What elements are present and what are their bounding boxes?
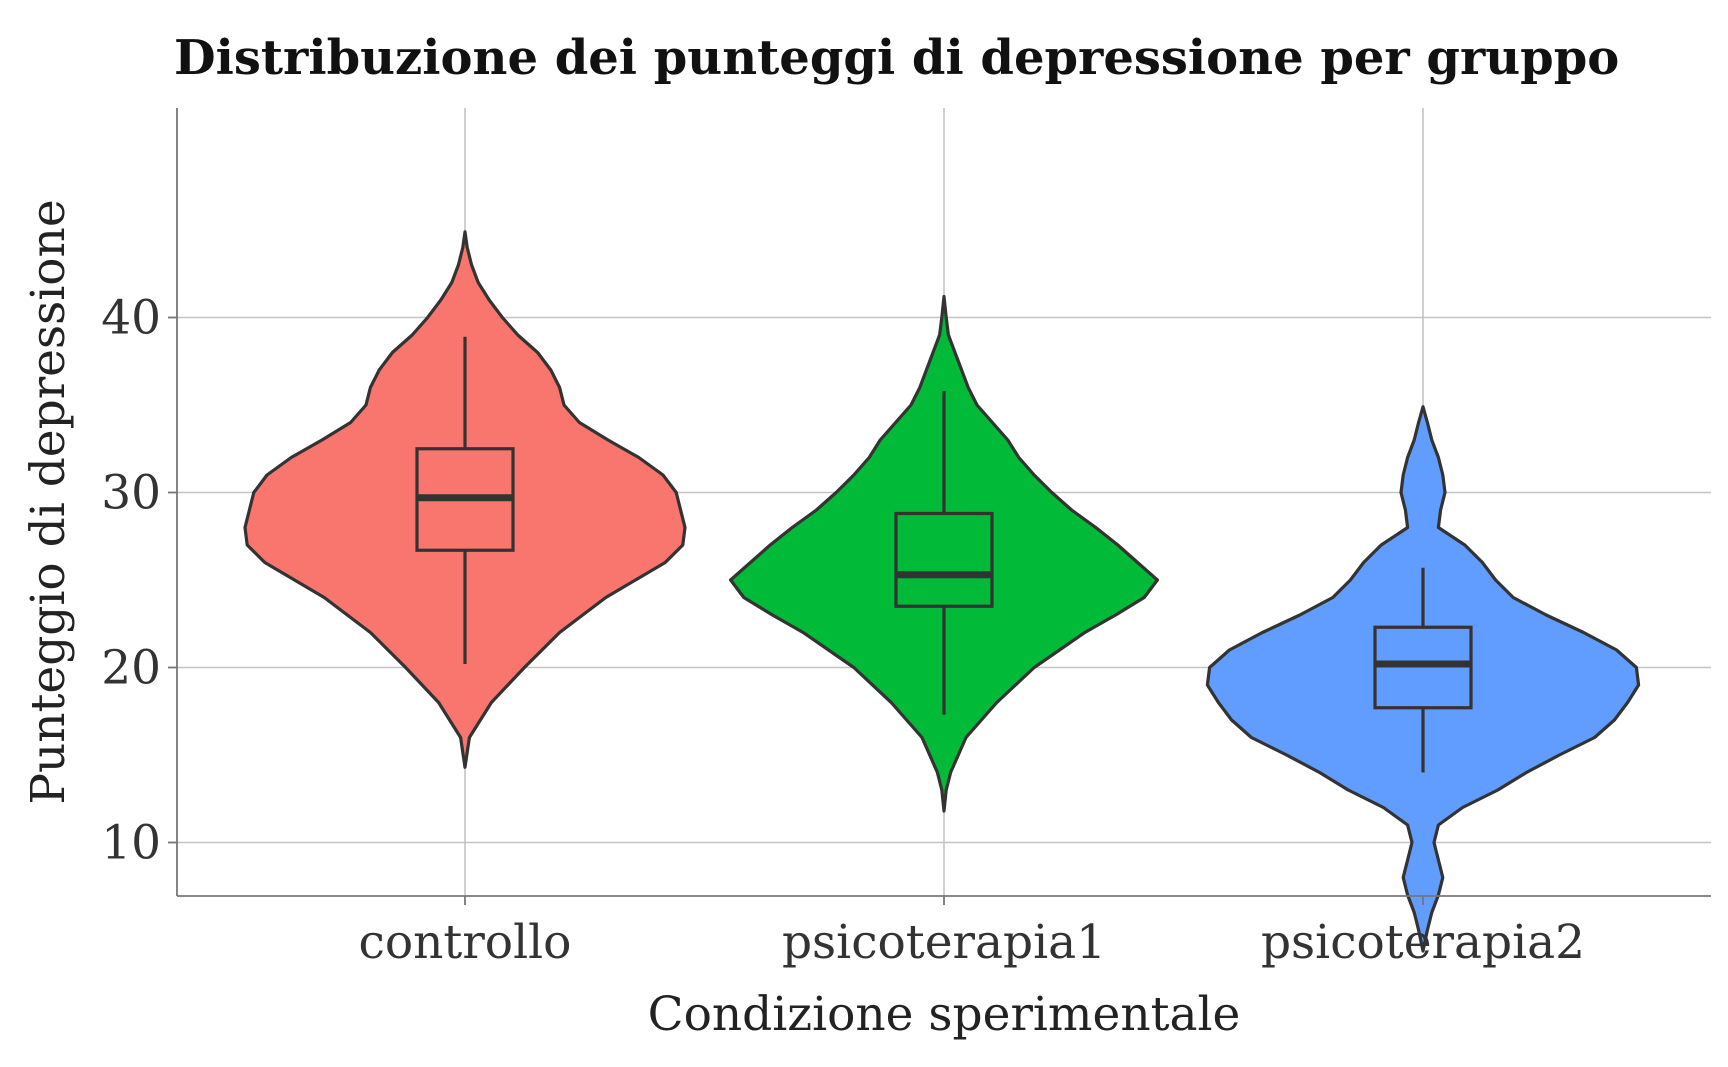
x-tick-label-psicoterapia1: psicoterapia1 xyxy=(782,915,1106,970)
y-axis-title: Punteggio di depressione xyxy=(21,199,76,804)
chart-title: Distribuzione dei punteggi di depression… xyxy=(174,30,1619,86)
boxplots xyxy=(415,336,1473,773)
y-tick-label: 10 xyxy=(101,816,161,871)
iqr-box xyxy=(894,511,994,608)
x-tick-label-psicoterapia2: psicoterapia2 xyxy=(1261,915,1585,970)
boxplot-psicoterapia1 xyxy=(894,391,994,715)
boxplot-controllo xyxy=(415,336,515,664)
violin-psicoterapia1 xyxy=(729,294,1159,813)
y-tick-label: 40 xyxy=(101,291,161,346)
y-tick-label: 30 xyxy=(101,466,161,521)
y-tick-label: 20 xyxy=(101,641,161,696)
x-axis-title: Condizione sperimentale xyxy=(648,987,1241,1042)
boxplot-psicoterapia2 xyxy=(1373,567,1473,773)
violin-psicoterapia2 xyxy=(1205,405,1641,953)
tick-labels: 10 20 30 40 controllo psicoterapia1 psicoterap… xyxy=(101,291,1585,971)
x-tick-label-controllo: controllo xyxy=(359,915,572,970)
